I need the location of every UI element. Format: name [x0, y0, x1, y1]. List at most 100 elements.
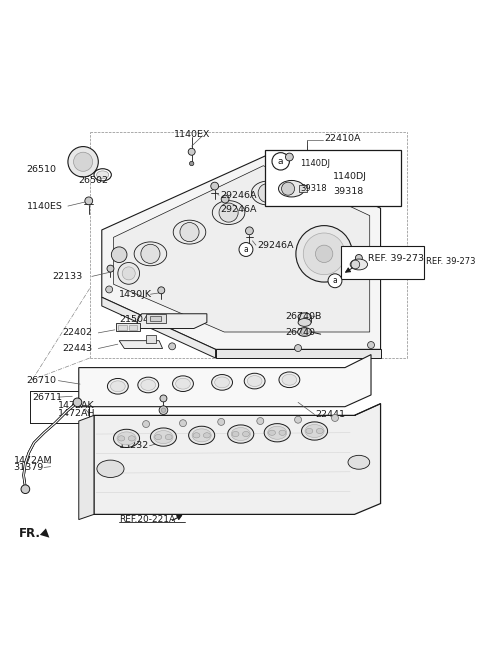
Text: 22441: 22441 [315, 410, 346, 419]
Bar [146, 314, 166, 323]
Ellipse shape [306, 428, 313, 434]
Ellipse shape [298, 319, 311, 326]
Ellipse shape [212, 374, 232, 390]
Circle shape [295, 345, 301, 351]
Text: 29246A: 29246A [257, 240, 293, 250]
Bar [146, 335, 156, 343]
Polygon shape [137, 314, 207, 329]
Bar [341, 246, 424, 279]
Text: 26510: 26510 [27, 165, 57, 174]
Circle shape [328, 274, 342, 288]
Text: 1472AK: 1472AK [59, 401, 95, 410]
Ellipse shape [244, 373, 265, 389]
Text: a: a [333, 276, 337, 286]
Circle shape [188, 148, 195, 155]
Circle shape [180, 222, 199, 242]
Ellipse shape [252, 181, 284, 205]
Text: 1140EX: 1140EX [173, 130, 210, 139]
Circle shape [258, 183, 277, 203]
Polygon shape [116, 323, 140, 331]
Circle shape [180, 420, 186, 427]
Bar [150, 316, 161, 321]
Circle shape [246, 227, 253, 235]
Circle shape [221, 195, 229, 203]
Polygon shape [94, 404, 381, 515]
Ellipse shape [316, 428, 323, 434]
Circle shape [160, 395, 167, 402]
Circle shape [122, 267, 135, 280]
Text: 31379: 31379 [13, 463, 44, 472]
Circle shape [218, 418, 225, 426]
Ellipse shape [212, 201, 245, 224]
Circle shape [107, 265, 114, 272]
Text: 1140DJ: 1140DJ [333, 172, 367, 181]
Circle shape [239, 242, 253, 256]
Ellipse shape [279, 430, 286, 436]
Text: 29246A: 29246A [220, 191, 256, 200]
Ellipse shape [350, 259, 368, 270]
Text: 39318: 39318 [333, 187, 363, 197]
Text: 13232: 13232 [119, 442, 149, 450]
Circle shape [282, 182, 295, 195]
Circle shape [106, 286, 113, 293]
Ellipse shape [94, 169, 111, 181]
Circle shape [143, 420, 150, 428]
Ellipse shape [193, 433, 200, 438]
Text: 26711: 26711 [32, 392, 62, 402]
Ellipse shape [110, 381, 125, 392]
Polygon shape [113, 166, 370, 332]
Polygon shape [79, 355, 371, 406]
Ellipse shape [108, 378, 128, 394]
Ellipse shape [97, 460, 124, 477]
Ellipse shape [165, 434, 172, 440]
Text: 22410A: 22410A [324, 134, 360, 143]
Circle shape [286, 153, 293, 161]
Ellipse shape [215, 377, 229, 388]
Bar [265, 151, 401, 206]
Text: 26740B: 26740B [285, 312, 322, 321]
Ellipse shape [231, 428, 250, 440]
Ellipse shape [278, 181, 305, 197]
Circle shape [73, 152, 93, 171]
Text: FR.: FR. [19, 527, 41, 540]
Circle shape [161, 408, 166, 412]
Ellipse shape [228, 425, 254, 443]
Circle shape [257, 418, 264, 424]
Circle shape [272, 153, 289, 170]
Ellipse shape [154, 430, 173, 444]
Bar [118, 325, 127, 330]
Ellipse shape [242, 432, 250, 437]
Ellipse shape [173, 376, 193, 392]
Text: 1430JK: 1430JK [119, 290, 152, 299]
Polygon shape [216, 349, 381, 358]
Bar [129, 325, 137, 330]
Circle shape [118, 262, 140, 284]
Bar [300, 185, 307, 192]
Ellipse shape [176, 378, 191, 389]
Text: 1140DJ: 1140DJ [300, 159, 330, 168]
Text: 29246A: 29246A [220, 205, 256, 214]
Ellipse shape [298, 327, 312, 337]
Ellipse shape [189, 426, 215, 444]
Circle shape [315, 245, 333, 262]
Ellipse shape [117, 432, 136, 445]
Circle shape [351, 260, 360, 269]
Text: 22133: 22133 [53, 272, 83, 281]
Ellipse shape [247, 376, 262, 386]
Text: REF. 39-273: REF. 39-273 [368, 254, 423, 263]
Polygon shape [119, 341, 163, 349]
Text: 22402: 22402 [63, 329, 93, 337]
Circle shape [332, 414, 338, 422]
Text: REF.20-221A: REF.20-221A [119, 515, 175, 524]
Text: 1472AM: 1472AM [13, 456, 52, 465]
Text: a: a [243, 245, 248, 254]
Circle shape [190, 161, 194, 166]
Ellipse shape [264, 424, 290, 442]
Ellipse shape [268, 430, 276, 436]
Ellipse shape [298, 313, 311, 321]
Ellipse shape [279, 372, 300, 388]
Ellipse shape [141, 380, 156, 390]
Ellipse shape [268, 426, 287, 440]
Text: 22443: 22443 [63, 344, 93, 353]
Ellipse shape [134, 242, 167, 266]
